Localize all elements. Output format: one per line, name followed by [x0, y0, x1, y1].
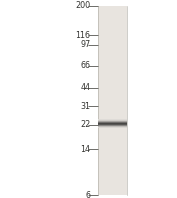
- Text: 44: 44: [80, 83, 90, 92]
- Text: 14: 14: [80, 145, 90, 154]
- Bar: [98, 127, 127, 128]
- Bar: [98, 122, 127, 123]
- Text: 97: 97: [80, 40, 90, 50]
- Text: 200: 200: [75, 1, 90, 10]
- Text: 6: 6: [85, 190, 90, 198]
- Bar: [98, 123, 127, 124]
- Bar: [98, 121, 127, 122]
- Bar: [98, 124, 127, 125]
- Bar: [98, 123, 127, 124]
- Bar: [98, 126, 127, 127]
- Bar: [98, 121, 127, 122]
- Bar: [98, 127, 127, 128]
- Bar: [98, 123, 127, 124]
- Bar: [98, 124, 127, 125]
- Bar: [98, 125, 127, 126]
- Bar: [98, 6, 127, 195]
- Bar: [98, 126, 127, 127]
- Text: 66: 66: [80, 61, 90, 70]
- Text: 22: 22: [80, 120, 90, 129]
- Bar: [98, 120, 127, 121]
- Bar: [98, 120, 127, 121]
- Bar: [98, 127, 127, 128]
- Bar: [98, 120, 127, 121]
- Text: 31: 31: [80, 102, 90, 111]
- Bar: [98, 122, 127, 123]
- Bar: [98, 126, 127, 127]
- Bar: [98, 125, 127, 126]
- Text: 116: 116: [75, 31, 90, 40]
- Bar: [98, 122, 127, 123]
- Bar: [98, 124, 127, 125]
- Bar: [98, 125, 127, 126]
- Bar: [98, 119, 127, 120]
